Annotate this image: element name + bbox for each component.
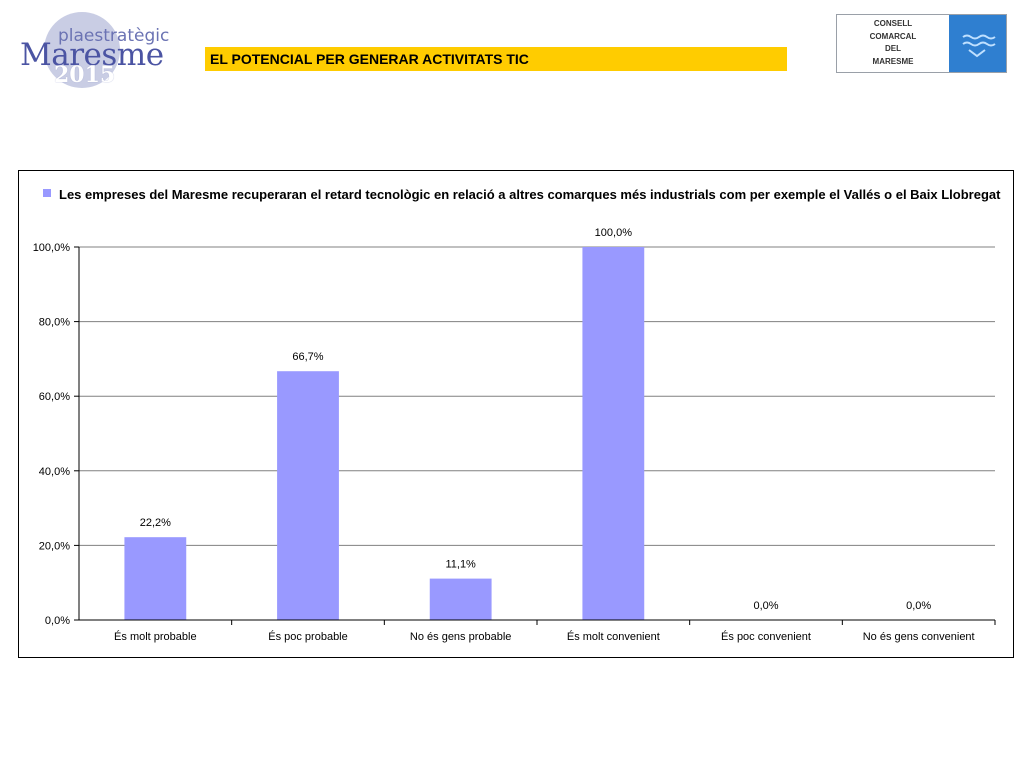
chart-container: Les empreses del Maresme recuperaran el … [18,170,1014,658]
y-tick-label: 60,0% [39,391,70,403]
x-tick-label: És molt probable [114,630,197,643]
x-tick-label: És molt convenient [567,630,660,643]
bar [124,537,187,620]
data-label: 100,0% [595,227,633,239]
y-tick-label: 0,0% [45,615,70,627]
council-logo-text: CONSELL COMARCAL DEL MARESME [837,18,949,68]
council-logo-line: MARESME [872,56,914,66]
legend-swatch [43,189,51,197]
logo-text-maresme: Maresme [20,37,164,73]
logo-circle [44,12,120,88]
bar [277,371,339,620]
council-logo-line: DEL [885,44,901,53]
logo-text-pla: plaestratègic [58,26,170,46]
council-logo-line: COMARCAL [869,31,917,41]
y-tick-label: 20,0% [39,540,70,552]
council-logo-line: CONSELL [873,19,913,28]
y-tick-label: 80,0% [39,317,70,329]
x-tick-label: No és gens probable [410,631,512,643]
legend-entry: Les empreses del Maresme recuperaran el … [59,187,1001,202]
data-label: 66,7% [292,351,323,363]
data-label: 22,2% [140,517,171,529]
x-tick-label: És poc probable [268,630,348,643]
bar-chart: 22,2% 66,7% 11,1% 100,0% 0,0% 0,0% 0,0% 20,0% 4… [33,227,996,643]
council-emblem-icon [949,15,1006,72]
data-label: 11,1% [445,559,476,571]
data-label: 0,0% [906,600,931,612]
page-title: EL POTENCIAL PER GENERAR ACTIVITATS TIC [205,47,787,71]
y-tick-label: 40,0% [39,466,70,478]
logo-text-year: 2015 [54,62,116,88]
y-tick-label: 100,0% [33,242,71,254]
council-logo: CONSELL COMARCAL DEL MARESME [836,14,1007,73]
x-tick-label: És poc convenient [721,630,811,643]
data-label: 0,0% [753,600,778,612]
plan-logo: plaestratègic Maresme 2015 [18,10,169,90]
bar [582,247,645,620]
x-tick-label: No és gens convenient [863,631,975,643]
bar [429,578,492,620]
